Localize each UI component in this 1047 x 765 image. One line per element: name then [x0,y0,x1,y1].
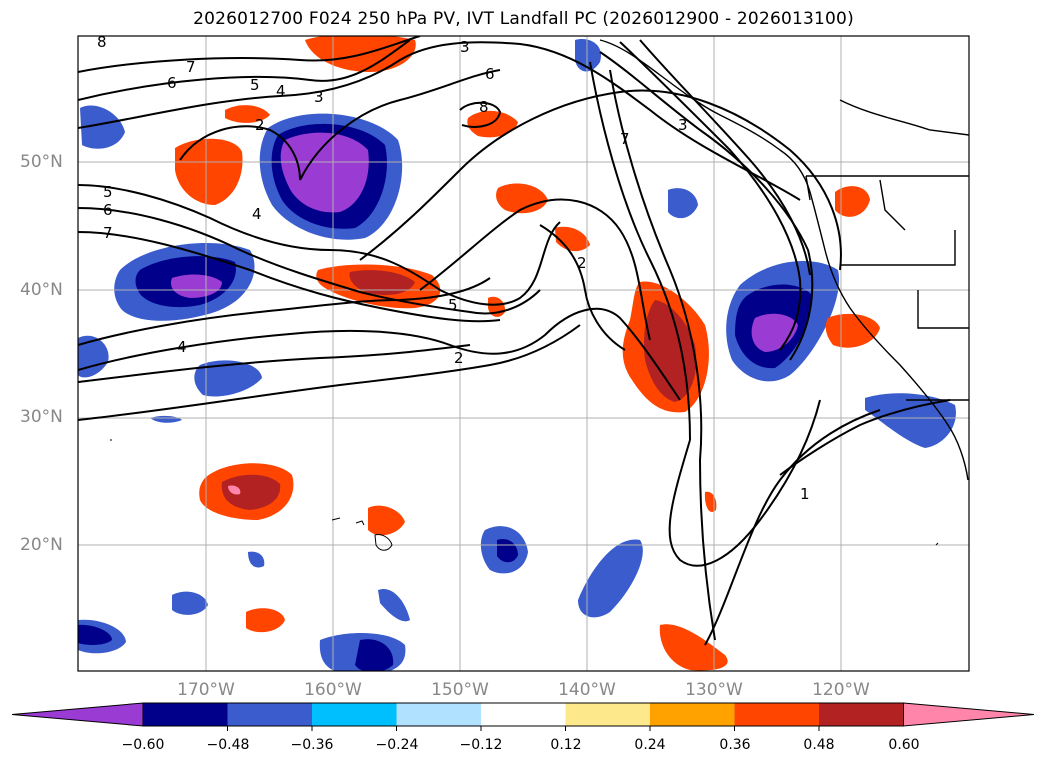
colorbar-tick: 0.12 [550,737,582,753]
blob-pos-hawaii-core [221,474,281,510]
colorbar-segment [650,703,735,726]
colorbar-extend-min [11,702,144,727]
contour-label: 8 [479,98,489,116]
colorbar-tick: 0.60 [888,737,920,753]
lat-label-40n: 40°N [20,280,63,300]
blob-pos-small-6 [835,186,870,217]
pv-negative-anomalies [78,39,956,671]
contour-label: 3 [314,88,324,106]
islands [110,439,939,551]
lon-label-130w: 130°W [685,680,743,700]
contour-label: 2 [577,254,587,272]
lon-label-150w: 150°W [431,680,489,700]
contour-label: 6 [103,201,113,219]
blob-neg-small-8 [172,591,208,615]
blob-neg-small-13 [248,551,265,568]
lon-label-120w: 120°W [812,680,870,700]
coastlines [599,39,969,481]
blob-neg-small-5 [578,539,643,618]
blob-neg-small-7c [78,624,112,645]
colorbar-tick: −0.24 [375,737,419,753]
map-background [78,36,969,671]
blob-pos-small-11 [225,105,270,123]
blob-pos-small-1 [467,110,518,138]
contour-label: 4 [252,205,262,223]
blob-neg-small-1 [80,105,125,149]
colorbar-extend-max [903,702,1035,727]
blob-pos-small-9 [659,624,728,671]
map-frame [77,35,970,672]
colorbar-tick: −0.12 [459,737,503,753]
lat-label-20n: 20°N [20,535,63,555]
colorbar-segment [312,703,397,726]
colorbar-tick: 0.36 [719,737,751,753]
colorbar-segment [734,703,819,726]
blob-pos-small-2 [496,183,548,214]
lon-label-140w: 140°W [558,680,616,700]
contour-label: 5 [448,296,458,314]
blob-pos-w [175,138,243,205]
contour-label: 1 [800,485,810,503]
contour-label: 2 [454,349,464,367]
pv-positive-anomalies [175,36,880,671]
colorbar-segment [227,703,312,726]
blob-neg-gulf-center [280,132,369,213]
blob-pos-mid-core [349,270,415,295]
blob-neg-small-3 [194,360,262,397]
colorbar-tick: −0.36 [290,737,334,753]
colorbar-segment [396,703,481,726]
colorbar-segment [143,703,228,726]
blob-pos-small-5 [825,313,880,348]
colorbar-tick: 0.24 [634,737,666,753]
contour-label: 8 [97,33,107,51]
pv-contours [78,36,951,646]
contour-label: 7 [620,130,630,148]
lon-label-170w: 170°W [177,680,235,700]
colorbar-segment [565,703,650,726]
blob-neg-small-9 [378,589,410,622]
contour-label: 3 [678,116,688,134]
contour-label: 5 [250,76,260,94]
plot-title: 2026012700 F024 250 hPa PV, IVT Landfall… [193,9,854,29]
blob-neg-small-10 [668,188,698,219]
blob-pos-se-core [644,300,697,402]
contour-label: 6 [167,74,177,92]
contour-label: 3 [460,38,470,56]
colorbar [11,702,1035,731]
blob-pos-small-8 [246,608,285,633]
contour-label: 7 [186,58,196,76]
colorbar-tick: −0.48 [206,737,250,753]
colorbar-segment [481,703,566,726]
contour-label: 7 [103,224,113,242]
lon-label-160w: 160°W [304,680,362,700]
blob-neg-small-12 [865,393,956,448]
colorbar-outline [142,702,904,727]
blob-neg-small-6c [355,639,394,671]
contour-label: 2 [255,116,265,134]
contour-label: 5 [103,183,113,201]
blob-neg-west-center [170,274,222,298]
graticule [78,36,969,671]
colorbar-tick: 0.48 [803,737,835,753]
lat-label-50n: 50°N [20,152,63,172]
colorbar-segment [819,703,904,726]
blob-pos-small-7 [368,505,405,536]
contour-label: 4 [177,338,187,356]
contour-label: 4 [276,82,286,100]
contour-label: 6 [485,65,495,83]
lat-label-30n: 30°N [20,407,63,427]
blob-pos-hawaii-pink [228,485,241,495]
colorbar-tick: −0.60 [121,737,165,753]
